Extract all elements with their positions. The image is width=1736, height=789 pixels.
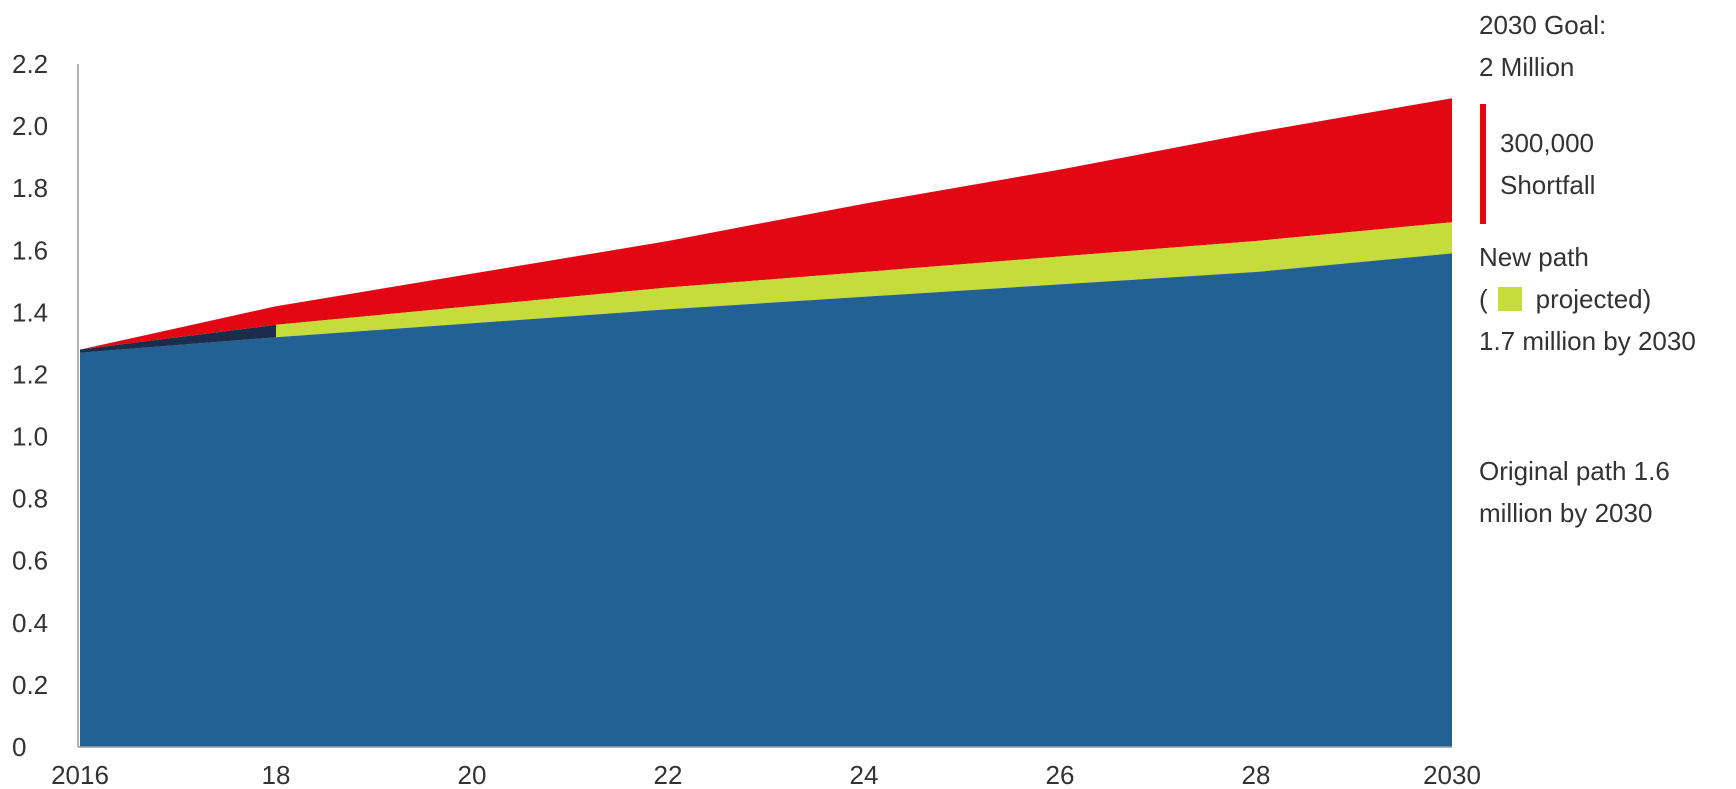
- historical-area: [80, 324, 276, 353]
- y-tick-label: 0: [12, 732, 26, 762]
- original-path-label: Original path 1.6: [1479, 456, 1670, 486]
- shortfall-annotation: 300,000 Shortfall: [1500, 122, 1595, 206]
- x-tick-label: 28: [1242, 760, 1271, 789]
- new-path-legend: ( projected): [1479, 278, 1696, 320]
- y-tick-label: 1.8: [12, 173, 48, 203]
- y-tick-label: 1.4: [12, 297, 48, 327]
- shortfall-marker: [1480, 104, 1486, 224]
- x-tick-label: 2030: [1423, 760, 1481, 789]
- goal-annotation: 2030 Goal: 2 Million: [1479, 4, 1606, 88]
- x-tick-label: 22: [654, 760, 683, 789]
- chart-areas: [80, 98, 1452, 747]
- y-tick-label: 2.0: [12, 111, 48, 141]
- y-tick-label: 1.0: [12, 422, 48, 452]
- goal-shortfall-area: [80, 98, 1452, 350]
- original-path-area: [80, 253, 1452, 747]
- y-axis-ticks: 0 0.2 0.4 0.6 0.8 1.0 1.2 1.4 1.6 1.8 2.0 2.2: [12, 49, 48, 762]
- new-path-value: 1.7 million by 2030: [1479, 326, 1696, 356]
- new-path-projected-area: [80, 222, 1452, 353]
- y-tick-label: 1.6: [12, 235, 48, 265]
- legend-open-paren: (: [1479, 284, 1488, 314]
- shortfall-value: 300,000: [1500, 128, 1594, 158]
- legend-projected-label: projected): [1535, 284, 1652, 314]
- chart-axes: [77, 64, 1452, 748]
- y-tick-label: 0.8: [12, 484, 48, 514]
- original-path-value: million by 2030: [1479, 498, 1653, 528]
- y-tick-label: 0.6: [12, 546, 48, 576]
- shortfall-label: Shortfall: [1500, 170, 1596, 200]
- goal-value: 2 Million: [1479, 52, 1575, 82]
- original-path-annotation: Original path 1.6 million by 2030: [1479, 450, 1670, 534]
- x-tick-label: 26: [1046, 760, 1075, 789]
- y-tick-label: 0.2: [12, 670, 48, 700]
- x-tick-label: 24: [850, 760, 879, 789]
- x-tick-label: 18: [262, 760, 291, 789]
- goal-label: 2030 Goal:: [1479, 10, 1607, 40]
- y-tick-label: 2.2: [12, 49, 48, 79]
- x-axis-ticks: 2016 18 20 22 24 26 28 2030: [51, 760, 1481, 789]
- new-path-annotation: New path ( projected) 1.7 million by 2030: [1479, 236, 1696, 362]
- x-tick-label: 20: [458, 760, 487, 789]
- projected-swatch-icon: [1497, 287, 1522, 311]
- y-tick-label: 1.2: [12, 359, 48, 389]
- x-tick-label: 2016: [51, 760, 109, 789]
- new-path-label: New path: [1479, 242, 1589, 272]
- y-tick-label: 0.4: [12, 608, 48, 638]
